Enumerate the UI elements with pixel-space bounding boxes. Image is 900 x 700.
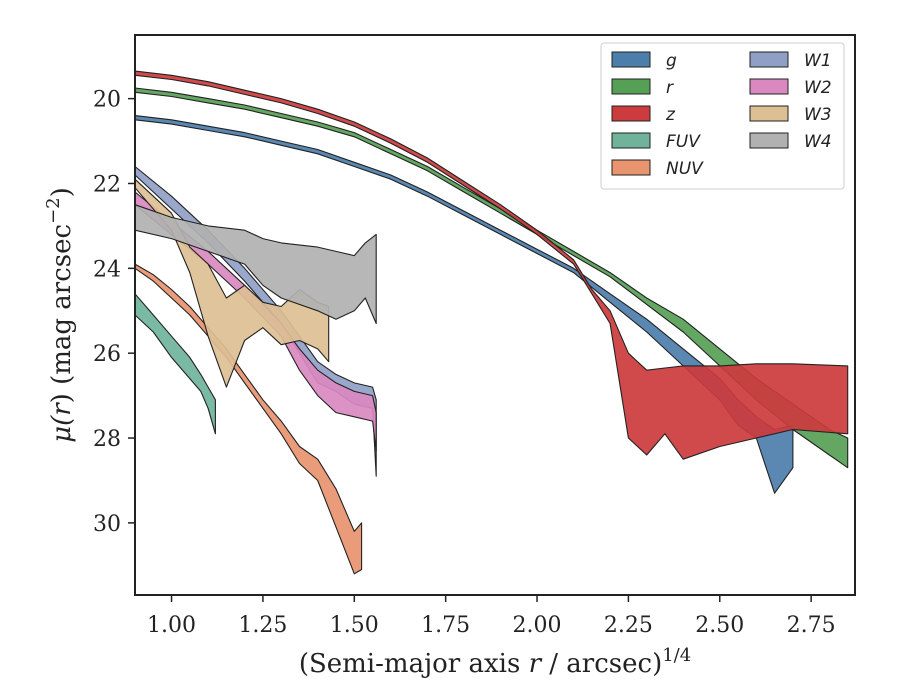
legend-label-w3: W3 bbox=[804, 105, 832, 125]
x-tick-label: 1.25 bbox=[238, 613, 287, 638]
y-tick-label: 26 bbox=[93, 342, 121, 367]
x-axis-label-var: r bbox=[529, 649, 543, 679]
y-tick-label: 22 bbox=[93, 172, 121, 197]
legend: grz FUV NUV W1 W2 W3 W4 bbox=[600, 42, 845, 190]
y-tick-label: 30 bbox=[93, 512, 121, 537]
legend-label-fuv: FUV bbox=[666, 132, 701, 152]
x-tick-label: 1.50 bbox=[330, 613, 379, 638]
x-axis-label-mid: / arcsec) bbox=[541, 649, 662, 679]
x-tick-label: 2.00 bbox=[513, 613, 562, 638]
legend-swatch-r bbox=[611, 78, 651, 95]
x-axis-label-sup: 1/4 bbox=[662, 645, 691, 666]
legend-swatch-w3 bbox=[749, 105, 789, 122]
x-tick-label: 1.00 bbox=[147, 613, 196, 638]
plot-frame bbox=[134, 34, 856, 596]
legend-label-w1: W1 bbox=[804, 51, 832, 71]
x-axis-ticks: 1.00 1.25 1.50 1.75 2.00 2.25 2.50 2.75 bbox=[147, 595, 836, 638]
y-axis-label-sup: −2 bbox=[43, 197, 64, 224]
y-axis-label-pre: μ( bbox=[47, 415, 77, 443]
legend-swatch-z bbox=[611, 105, 651, 122]
legend-label-z: z bbox=[665, 105, 676, 125]
band-fuv bbox=[134, 293, 216, 435]
x-tick-label: 2.75 bbox=[787, 613, 836, 638]
x-axis-label: (Semi-major axis r / arcsec)1/4 bbox=[299, 645, 691, 679]
legend-swatch-w4 bbox=[749, 132, 789, 149]
band-w3 bbox=[134, 178, 330, 388]
y-axis-label: μ(r) (mag arcsec−2) bbox=[43, 187, 77, 443]
x-tick-label: 2.25 bbox=[604, 613, 653, 638]
legend-label-nuv: NUV bbox=[666, 159, 704, 179]
x-tick-label: 2.50 bbox=[695, 613, 744, 638]
band-r bbox=[134, 87, 849, 469]
legend-swatch-fuv bbox=[611, 132, 651, 149]
y-axis-ticks: 20 22 24 26 28 30 bbox=[93, 88, 135, 537]
band-w1 bbox=[134, 165, 377, 477]
x-tick-label: 1.75 bbox=[421, 613, 470, 638]
y-axis-label-post: ) bbox=[47, 187, 77, 197]
y-tick-label: 20 bbox=[93, 88, 121, 113]
legend-label-r: r bbox=[666, 78, 674, 98]
y-tick-label: 28 bbox=[93, 427, 121, 452]
series-bands bbox=[134, 70, 849, 575]
y-axis-label-mid: ) (mag arcsec bbox=[47, 224, 77, 403]
y-axis-label-var: r bbox=[47, 402, 77, 416]
legend-label-w2: W2 bbox=[804, 78, 832, 98]
legend-label-g: g bbox=[666, 51, 677, 71]
legend-swatch-g bbox=[611, 51, 651, 68]
legend-label-w4: W4 bbox=[804, 132, 832, 152]
band-g bbox=[134, 115, 794, 494]
legend-swatch-w2 bbox=[749, 78, 789, 95]
legend-swatch-nuv bbox=[611, 159, 651, 176]
legend-swatch-w1 bbox=[749, 51, 789, 68]
band-w4 bbox=[134, 204, 377, 325]
band-z bbox=[134, 70, 849, 460]
x-axis-label-main: (Semi-major axis bbox=[299, 649, 529, 679]
y-tick-label: 24 bbox=[93, 257, 121, 282]
